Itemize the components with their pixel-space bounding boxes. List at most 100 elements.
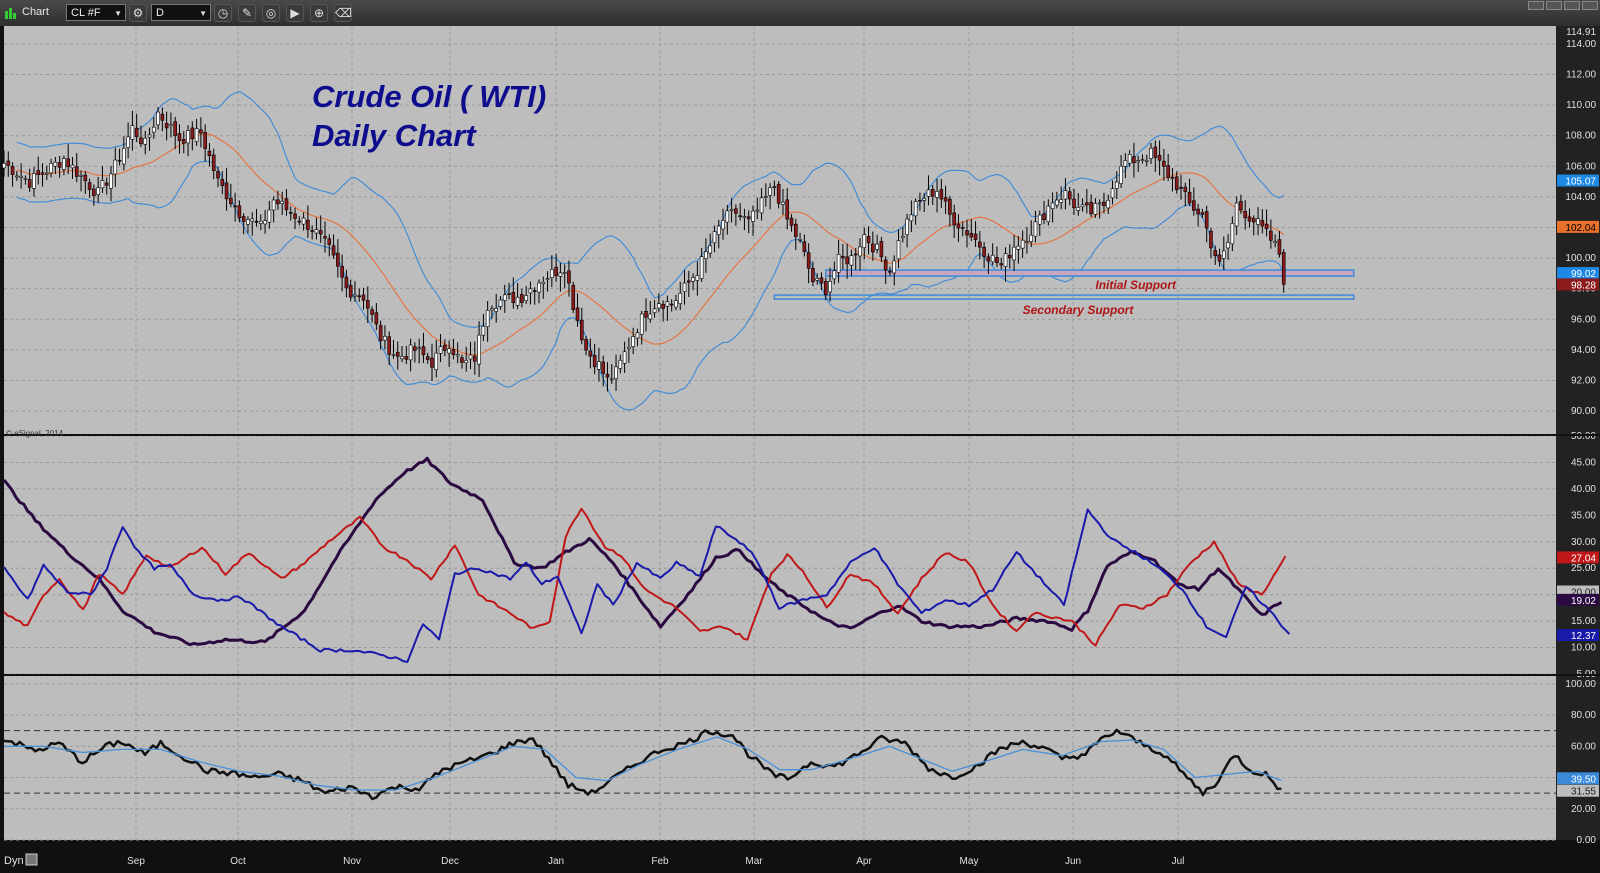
candle <box>550 269 554 278</box>
footer-icon[interactable] <box>25 853 38 866</box>
x-tick-label: Sep <box>127 856 145 867</box>
candle <box>100 180 105 189</box>
candle <box>83 174 88 182</box>
oscillator-panel[interactable] <box>2 456 1291 663</box>
candle <box>190 127 195 139</box>
candle <box>712 231 717 244</box>
candle <box>502 294 507 301</box>
candle <box>15 175 19 178</box>
candle <box>772 186 777 188</box>
candle <box>250 218 255 222</box>
interval-select[interactable]: D ▼ <box>151 4 211 21</box>
rsi-tick-label: 100.00 <box>1565 679 1596 690</box>
play-icon[interactable]: ▶ <box>286 4 304 22</box>
candle <box>627 347 631 350</box>
candle <box>237 205 242 219</box>
candle <box>1196 208 1200 215</box>
candle <box>395 351 400 357</box>
pencil-icon[interactable]: ✎ <box>238 4 256 22</box>
candle <box>1187 191 1192 204</box>
candle <box>888 270 892 273</box>
candle <box>691 277 695 282</box>
candle <box>27 179 32 188</box>
candle <box>1166 165 1170 178</box>
clock-icon[interactable]: ◷ <box>214 4 232 22</box>
candle <box>87 182 92 190</box>
symbol-input[interactable]: CL #F ▼ <box>66 4 126 21</box>
candle <box>699 256 704 279</box>
candle <box>284 198 289 211</box>
restore-button[interactable] <box>1546 1 1562 10</box>
candle <box>1277 239 1282 255</box>
candle <box>408 344 413 361</box>
y-tick-label: 110.00 <box>1566 100 1596 111</box>
candle <box>759 197 764 214</box>
y-tick-label: 108.00 <box>1565 131 1596 142</box>
chart-area[interactable]: Initial Support Secondary Support Sep Oct N… <box>0 26 1600 873</box>
value-tag <box>1557 629 1599 642</box>
initial-support-zone <box>825 269 1355 277</box>
value-tag <box>1557 267 1599 280</box>
candle <box>1179 186 1183 189</box>
candle <box>990 254 995 263</box>
value-tag <box>1557 593 1599 606</box>
minimize-button[interactable] <box>1528 1 1544 10</box>
eraser-icon[interactable]: ⌫ <box>334 4 352 22</box>
chart-subtitle: Daily Chart <box>312 118 477 153</box>
candle <box>1222 250 1226 259</box>
candle <box>866 235 871 244</box>
maximize-button[interactable] <box>1564 1 1580 10</box>
candle <box>948 198 952 215</box>
bollinger-upper-line <box>16 91 1285 328</box>
candle <box>246 219 250 225</box>
osc-tick-label: 25.00 <box>1571 563 1596 574</box>
candle <box>378 325 383 342</box>
close-button[interactable] <box>1582 1 1598 10</box>
candle <box>986 256 991 262</box>
price-panel[interactable]: Initial Support Secondary Support <box>2 91 1355 411</box>
toolbar: Chart CL #F ▼ ⚙ D ▼ ◷ ✎ ◎ ▶ ⊕ ⌫ <box>0 0 1600 27</box>
candle <box>558 272 563 277</box>
osc-tick-label: 40.00 <box>1571 484 1596 495</box>
candle <box>708 245 713 254</box>
candle <box>434 352 439 370</box>
candle <box>1110 188 1115 199</box>
cursor-icon[interactable]: ◎ <box>262 4 280 22</box>
candle <box>404 356 409 360</box>
y-top-label: 114.91 <box>1566 27 1596 38</box>
candle <box>96 187 100 195</box>
candle <box>1264 223 1269 230</box>
candle <box>1209 230 1213 249</box>
candle <box>430 357 434 368</box>
x-tick-label: Dec <box>441 856 459 867</box>
settings-icon[interactable]: ⚙ <box>129 4 147 22</box>
candle <box>336 252 340 267</box>
candle <box>323 236 327 239</box>
candle <box>935 191 939 198</box>
candle <box>618 359 623 369</box>
candle <box>220 178 225 186</box>
copyright-text: © eSignal, 2014 <box>6 429 64 438</box>
rsi-panel[interactable] <box>3 728 1556 801</box>
chevron-down-icon[interactable]: ▼ <box>114 9 122 18</box>
candle <box>1106 199 1111 209</box>
candle <box>460 357 464 363</box>
candle <box>657 303 661 309</box>
x-tick-label: Mar <box>745 856 763 867</box>
candle <box>229 197 233 205</box>
candle <box>524 295 528 301</box>
candle <box>1102 201 1106 207</box>
candle <box>122 147 126 165</box>
rsi-tick-label: 80.00 <box>1571 710 1596 721</box>
candle <box>1239 200 1243 211</box>
candle <box>1281 252 1286 285</box>
chevron-down-icon[interactable]: ▼ <box>199 9 207 18</box>
zoom-icon[interactable]: ⊕ <box>310 4 328 22</box>
candle <box>883 259 888 271</box>
chart-logo-icon <box>5 8 16 19</box>
y-tick-label: 94.00 <box>1571 345 1596 356</box>
candle <box>173 121 177 136</box>
candle <box>562 272 567 274</box>
candle <box>704 251 708 259</box>
